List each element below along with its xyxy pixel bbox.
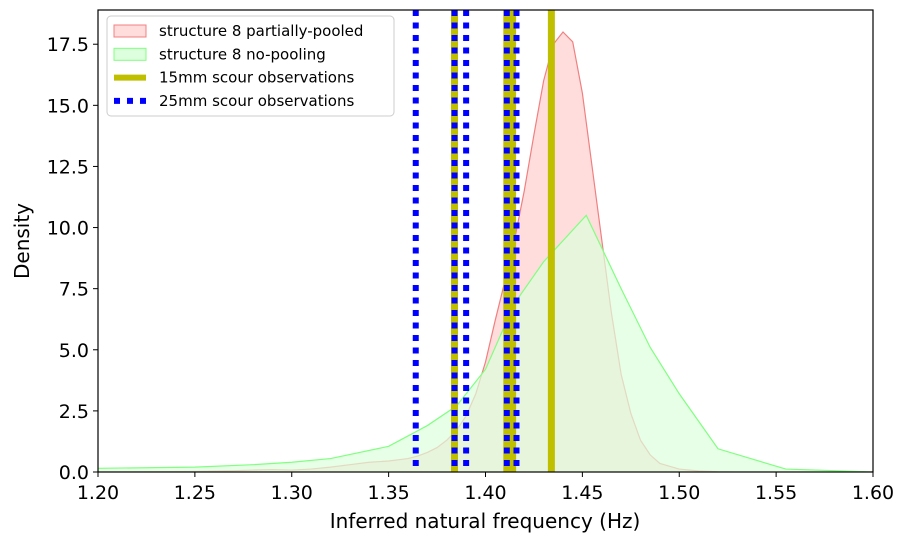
x-tick-label: 1.55 — [755, 482, 797, 504]
x-tick-label: 1.45 — [561, 482, 603, 504]
plot-area — [98, 10, 873, 472]
x-tick-label: 1.40 — [464, 482, 506, 504]
legend: structure 8 partially-pooled structure 8 … — [106, 15, 395, 117]
y-tick-label: 5.0 — [59, 340, 89, 362]
y-tick-label: 7.5 — [59, 279, 89, 301]
legend-label-4: 25mm scour observations — [159, 92, 354, 110]
legend-label-3: 15mm scour observations — [159, 69, 354, 87]
y-tick-label: 17.5 — [47, 34, 89, 56]
x-axis-label: Inferred natural frequency (Hz) — [330, 509, 641, 533]
y-tick-label: 0.0 — [59, 462, 89, 484]
series-line-2 — [98, 214, 873, 472]
legend-box — [106, 15, 395, 117]
x-tick-label: 1.35 — [367, 482, 409, 504]
series-fill-2 — [98, 215, 873, 472]
y-tick-label: 15.0 — [47, 95, 89, 117]
plot-content — [98, 10, 873, 472]
x-tick-label: 1.50 — [658, 482, 700, 504]
legend-patch-1 — [113, 24, 147, 38]
x-tick-label: 1.30 — [271, 482, 313, 504]
axes: 1.20 1.25 1.30 1.35 1.40 1.45 1.50 1.55 1.60 0.0 2… — [47, 9, 894, 504]
legend-patch-2 — [113, 47, 147, 61]
y-tick-label: 10.0 — [47, 218, 89, 240]
y-tick-label: 12.5 — [47, 156, 89, 178]
legend-label-2: structure 8 no-pooling — [159, 45, 326, 63]
legend-label-1: structure 8 partially-pooled — [159, 22, 363, 40]
y-axis-label: Density — [10, 203, 34, 279]
x-tick-label: 1.60 — [852, 482, 894, 504]
x-tick-label: 1.25 — [174, 482, 216, 504]
x-tick-label: 1.20 — [77, 482, 119, 504]
y-tick-label: 2.5 — [59, 401, 89, 423]
